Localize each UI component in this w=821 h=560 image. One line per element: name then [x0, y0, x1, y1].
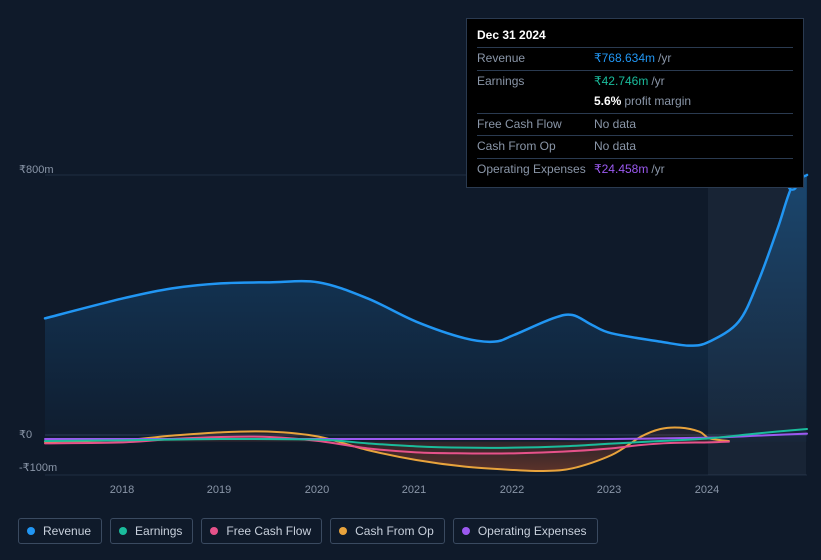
legend-item-cash-from-op[interactable]: Cash From Op: [330, 518, 445, 544]
tooltip-row-label: Free Cash Flow: [477, 117, 594, 133]
legend-dot: [119, 527, 127, 535]
tooltip-date: Dec 31 2024: [477, 25, 793, 47]
y-tick-0: ₹0: [19, 428, 32, 441]
legend-dot: [339, 527, 347, 535]
legend-dot: [27, 527, 35, 535]
tooltip-row: Operating Expenses₹24.458m/yr: [477, 158, 793, 181]
x-tick: 2019: [207, 484, 231, 496]
x-tick: 2021: [402, 484, 426, 496]
tooltip-subrow: 5.6%profit margin: [477, 92, 793, 113]
tooltip-row-label: Cash From Op: [477, 139, 594, 155]
legend-label: Cash From Op: [355, 524, 434, 538]
legend-dot: [462, 527, 470, 535]
tooltip-row: Earnings₹42.746m/yr: [477, 70, 793, 93]
tooltip-row-label: Operating Expenses: [477, 162, 594, 178]
chart-legend: Revenue Earnings Free Cash Flow Cash From O…: [18, 518, 598, 544]
x-tick: 2023: [597, 484, 621, 496]
x-tick: 2024: [695, 484, 719, 496]
tooltip-row-label: Earnings: [477, 74, 594, 90]
legend-label: Revenue: [43, 524, 91, 538]
tooltip-row-value: No data: [594, 117, 793, 133]
y-tick-800: ₹800m: [19, 163, 54, 176]
legend-label: Earnings: [135, 524, 182, 538]
tooltip-row: Cash From OpNo data: [477, 135, 793, 158]
x-tick: 2022: [500, 484, 524, 496]
x-tick: 2018: [110, 484, 134, 496]
tooltip-row-value: ₹42.746m/yr: [594, 74, 793, 90]
tooltip-row-value: No data: [594, 139, 793, 155]
tooltip-row-value: ₹24.458m/yr: [594, 162, 793, 178]
legend-label: Operating Expenses: [478, 524, 587, 538]
earnings-revenue-chart: ₹800m ₹0 -₹100m 2018 2019 2020 2021 2022 2023…: [0, 0, 821, 560]
tooltip-row-value: ₹768.634m/yr: [594, 51, 793, 67]
legend-item-revenue[interactable]: Revenue: [18, 518, 102, 544]
legend-item-operating-expenses[interactable]: Operating Expenses: [453, 518, 598, 544]
legend-label: Free Cash Flow: [226, 524, 311, 538]
legend-item-free-cash-flow[interactable]: Free Cash Flow: [201, 518, 322, 544]
chart-tooltip: Dec 31 2024 Revenue₹768.634m/yrEarnings₹…: [466, 18, 804, 188]
legend-dot: [210, 527, 218, 535]
y-tick-neg100: -₹100m: [19, 461, 57, 474]
tooltip-row: Revenue₹768.634m/yr: [477, 47, 793, 70]
x-tick: 2020: [305, 484, 329, 496]
revenue-area: [45, 175, 807, 442]
legend-item-earnings[interactable]: Earnings: [110, 518, 193, 544]
tooltip-row-label: Revenue: [477, 51, 594, 67]
tooltip-row: Free Cash FlowNo data: [477, 113, 793, 136]
